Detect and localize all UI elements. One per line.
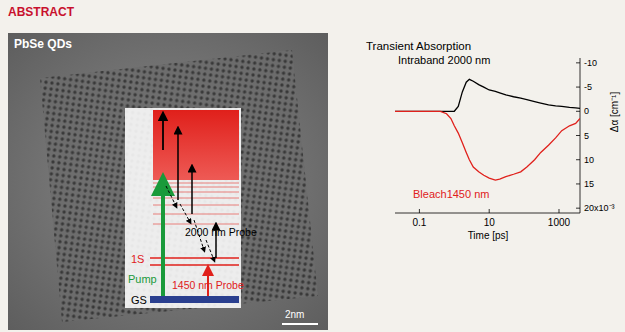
- scale-bar-label: 2nm: [285, 309, 304, 320]
- level-gs: [150, 296, 239, 303]
- series-line: [395, 111, 580, 180]
- chart-title: Transient Absorption: [366, 40, 471, 52]
- image-label: PbSe QDs: [14, 37, 72, 51]
- level-label: 1S: [131, 253, 144, 265]
- energy-level: [153, 198, 239, 199]
- quantum-dot: [40, 50, 318, 322]
- arrow: [191, 168, 193, 214]
- x-axis: [395, 213, 580, 214]
- x-tick-label: 1000: [548, 217, 571, 228]
- series-label: Bleach1450 nm: [413, 188, 489, 200]
- arrow: [180, 204, 190, 222]
- energy-level: [153, 192, 239, 193]
- y-tick-label: 10: [584, 155, 594, 165]
- y-tick: [576, 159, 580, 160]
- x-tick-label: 10: [484, 217, 496, 228]
- arrow: [162, 116, 164, 150]
- energy-level: [153, 183, 239, 184]
- y-tick-label: 15: [584, 179, 594, 189]
- y-tick-label: 20x10⁻³: [584, 203, 615, 213]
- diagram-box: [125, 108, 241, 308]
- scale-bar: [282, 323, 318, 325]
- energy-level: [153, 224, 239, 225]
- level-label: GS: [131, 294, 147, 306]
- y-axis-label: Δα [cm⁻¹]: [609, 92, 620, 133]
- y-tick: [576, 62, 580, 63]
- x-tick: [558, 209, 559, 213]
- energy-level: [153, 214, 239, 215]
- arrow: [206, 240, 214, 260]
- arrow: [161, 184, 165, 296]
- energy-level: [153, 205, 239, 206]
- series-label: Intraband 2000 nm: [398, 54, 490, 66]
- y-tick: [576, 111, 580, 112]
- y-tick: [576, 183, 580, 184]
- plot-area: [395, 79, 580, 180]
- arrow: [166, 186, 176, 206]
- y-tick-label: 5: [584, 131, 589, 141]
- y-tick-label: -5: [584, 82, 592, 92]
- header-title: ABSTRACT: [8, 5, 75, 19]
- page: ABSTRACT PbSe QDs 2nm 1S GS Pump 1450 nm Probe…: [0, 0, 625, 332]
- transition-label: Pump: [128, 273, 157, 285]
- transition-label: 2000 nm Probe: [185, 226, 257, 238]
- continuum: [153, 110, 239, 180]
- x-tick-label: 0.1: [412, 217, 426, 228]
- series-line: [395, 79, 580, 111]
- y-tick-label: -10: [584, 58, 597, 68]
- x-tick: [419, 209, 420, 213]
- y-tick-label: 0: [584, 106, 589, 116]
- arrow: [177, 130, 179, 200]
- background: [0, 0, 625, 332]
- y-tick: [576, 208, 580, 209]
- x-axis-label: Time [ps]: [468, 230, 509, 241]
- tem-image: [8, 33, 328, 330]
- transition-label: 1450 nm Probe: [172, 279, 244, 291]
- x-tick: [489, 209, 490, 213]
- y-tick: [576, 135, 580, 136]
- y-tick: [576, 87, 580, 88]
